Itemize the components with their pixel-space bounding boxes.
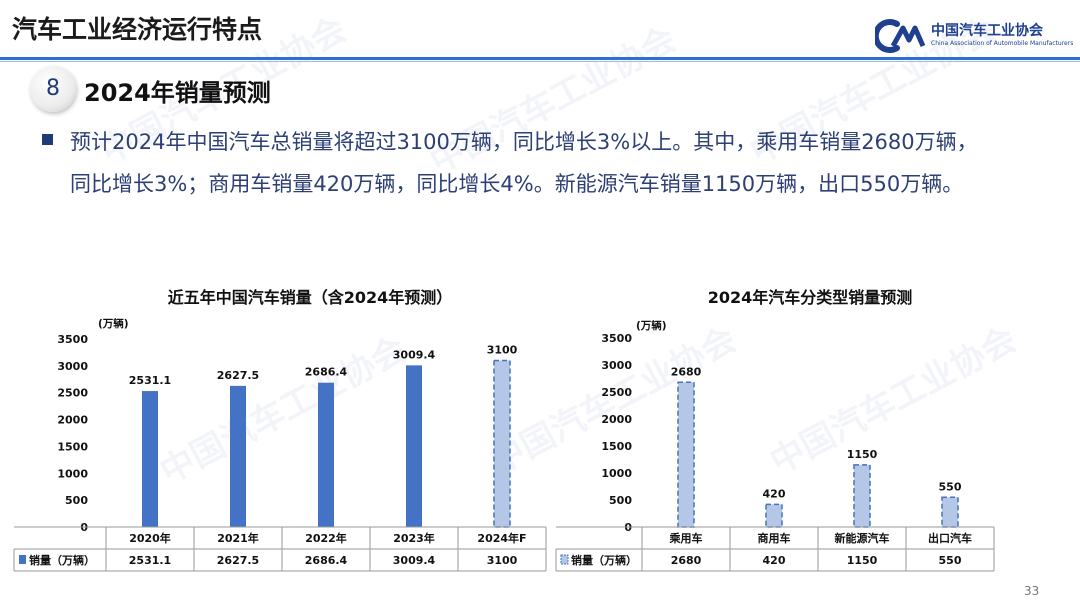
logo-text: 中国汽车工业协会: [931, 23, 1043, 39]
y-tick-label: 1000: [57, 467, 88, 480]
category-label: 出口汽车: [928, 531, 972, 545]
y-tick-label: 500: [65, 494, 88, 507]
legend-key: [19, 555, 26, 564]
y-tick-label: 3000: [57, 360, 88, 373]
y-tick-label: 3500: [601, 332, 632, 345]
data-label: 420: [763, 487, 786, 500]
data-label: 3100: [487, 343, 518, 356]
table-value: 2531.1: [129, 554, 171, 567]
table-value: 2627.5: [217, 554, 259, 567]
chart1-title: 近五年中国汽车销量（含2024年预测）: [167, 288, 453, 307]
page-number: 33: [1024, 584, 1040, 598]
bar: [941, 496, 959, 528]
table-value: 1150: [847, 554, 878, 567]
category-label: 新能源汽车: [835, 531, 890, 545]
chart2-unit-label: (万辆): [636, 320, 667, 332]
logo: 中国汽车工业协会 China Association of Automobile…: [875, 18, 1075, 54]
bar: [230, 385, 246, 527]
table-value: 2686.4: [305, 554, 348, 567]
y-tick-label: 500: [609, 494, 632, 507]
bar: [493, 359, 511, 528]
bar: [765, 503, 783, 528]
logo-subtext: China Association of Automobile Manufact…: [931, 40, 1074, 47]
y-tick-label: 2500: [601, 386, 632, 399]
chart1-unit-label: (万辆): [98, 318, 129, 330]
header-divider-thin: [0, 61, 1080, 62]
bar: [318, 382, 334, 527]
chart2-title: 2024年汽车分类型销量预测: [707, 288, 913, 307]
category-label: 2022年: [305, 531, 347, 545]
bar: [142, 391, 158, 527]
page-title: 汽车工业经济运行特点: [12, 15, 263, 44]
table-value: 420: [763, 554, 786, 567]
data-label: 1150: [847, 448, 878, 461]
y-tick-label: 1000: [601, 467, 632, 480]
bullet-square-icon: [42, 134, 53, 145]
logo-icon: [875, 19, 926, 53]
category-label: 2021年: [217, 531, 259, 545]
legend-label: 销量（万辆）: [29, 553, 95, 567]
y-tick-label: 2000: [57, 414, 88, 427]
bar: [406, 365, 422, 527]
data-label: 3009.4: [393, 348, 436, 361]
data-label: 2686.4: [305, 366, 348, 379]
data-label: 2531.1: [129, 374, 171, 387]
category-label: 2024年F: [477, 531, 526, 545]
legend-label: 销量（万辆）: [571, 553, 637, 567]
y-tick-label: 3500: [57, 333, 88, 346]
table-value: 3009.4: [393, 554, 436, 567]
category-label: 商用车: [758, 531, 791, 545]
category-label: 乘用车: [669, 531, 703, 545]
table-value: 2680: [671, 554, 702, 567]
legend-key: [560, 554, 569, 565]
header-divider: [0, 57, 1080, 60]
data-label: 2627.5: [217, 369, 259, 382]
section-number-badge: 8: [30, 66, 76, 112]
bar: [677, 381, 695, 528]
y-tick-label: 3000: [601, 359, 632, 372]
data-label: 2680: [671, 365, 702, 378]
section-title: 2024年销量预测: [84, 79, 271, 107]
table-value: 550: [939, 554, 962, 567]
data-label: 550: [939, 480, 962, 493]
y-tick-label: 2500: [57, 387, 88, 400]
summary-line-1: 预计2024年中国汽车总销量将超过3100万辆，同比增长3%以上。其中，乘用车销…: [70, 130, 978, 154]
category-label: 2023年: [393, 531, 435, 545]
bar: [853, 464, 871, 528]
y-tick-label: 2000: [601, 413, 632, 426]
category-label: 2020年: [129, 531, 171, 545]
y-tick-label: 1500: [57, 440, 88, 453]
summary-line-2: 同比增长3%；商用车销量420万辆，同比增长4%。新能源汽车销量1150万辆，出…: [70, 172, 964, 196]
table-value: 3100: [487, 554, 518, 567]
y-tick-label: 1500: [601, 440, 632, 453]
